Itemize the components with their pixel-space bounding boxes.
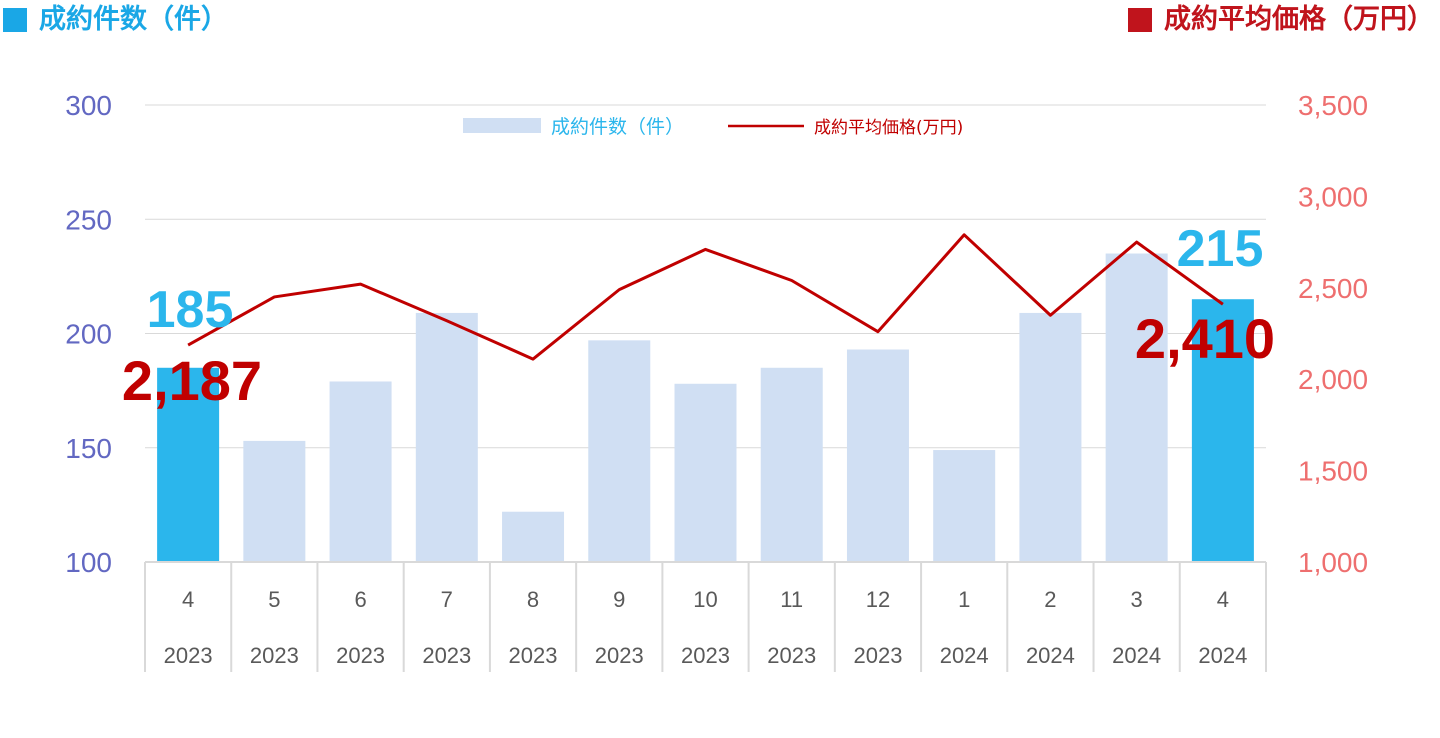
price-data-label: 2,187: [122, 349, 262, 412]
month-label: 11: [780, 587, 803, 612]
right-axis-tick-label: 1,000: [1298, 547, 1368, 578]
year-label: 2024: [1198, 643, 1247, 668]
right-axis-tick-label: 3,500: [1298, 90, 1368, 121]
legend: 成約件数（件） 成約平均価格(万円): [463, 116, 963, 138]
bar-count: [588, 340, 651, 562]
month-label: 5: [268, 587, 280, 612]
month-label: 1: [958, 587, 970, 612]
month-label: 4: [182, 587, 194, 612]
year-label: 2023: [336, 643, 385, 668]
bar-count: [157, 367, 220, 562]
bar-count: [415, 312, 478, 562]
bar-count: [502, 511, 565, 562]
year-label: 2023: [509, 643, 558, 668]
left-axis-tick-label: 200: [65, 319, 112, 350]
right-axis-tick-label: 3,000: [1298, 181, 1368, 212]
year-label: 2023: [681, 643, 730, 668]
bar-count: [933, 450, 996, 562]
price-line-group: [187, 233, 1224, 361]
month-label: 8: [527, 587, 539, 612]
year-label: 2023: [164, 643, 213, 668]
bar-count: [760, 367, 823, 562]
right-axis-tick-label: 1,500: [1298, 456, 1368, 487]
left-axis-tick-label: 250: [65, 204, 112, 235]
right-axis-header: 成約平均価格（万円）: [1128, 2, 1434, 38]
bar-count: [846, 349, 909, 562]
bar-count: [329, 381, 392, 562]
legend-price-label: 成約平均価格(万円): [814, 118, 963, 138]
year-label: 2024: [940, 643, 989, 668]
left-axis-tick-label: 300: [65, 90, 112, 121]
bar-count: [243, 440, 306, 562]
right-axis-tick-label: 2,000: [1298, 364, 1368, 395]
price-data-label: 2,410: [1135, 307, 1275, 370]
count-data-label: 185: [147, 281, 234, 339]
left-header-square-icon: [3, 8, 27, 32]
year-label: 2023: [595, 643, 644, 668]
legend-bar-swatch: [463, 118, 541, 133]
year-label: 2023: [422, 643, 471, 668]
right-axis-header-text: 成約平均価格（万円）: [1164, 4, 1434, 35]
data-labels: 185 215 2,187 2,410: [122, 220, 1275, 412]
month-label: 6: [354, 587, 366, 612]
year-label: 2023: [250, 643, 299, 668]
right-header-square-icon: [1128, 8, 1152, 32]
left-axis-header: 成約件数（件）: [3, 2, 228, 38]
year-label: 2024: [1112, 643, 1161, 668]
left-axis-header-text: 成約件数（件）: [39, 4, 228, 35]
month-label: 2: [1044, 587, 1056, 612]
axes: 100 150 200 250 300 1,000 1,500 2,000 2,500 3,000…: [65, 90, 1368, 672]
bar-count: [1105, 253, 1168, 562]
bars: [157, 253, 1254, 562]
month-label: 9: [613, 587, 625, 612]
legend-count-label: 成約件数（件）: [551, 116, 684, 138]
month-label: 10: [693, 587, 717, 612]
right-axis-tick-label: 2,500: [1298, 273, 1368, 304]
month-label: 7: [441, 587, 453, 612]
bar-count: [674, 383, 737, 562]
year-label: 2023: [767, 643, 816, 668]
month-label: 12: [866, 587, 890, 612]
year-label: 2023: [853, 643, 902, 668]
month-label: 3: [1131, 587, 1143, 612]
month-label: 4: [1217, 587, 1229, 612]
left-axis-tick-label: 100: [65, 547, 112, 578]
count-data-label: 215: [1177, 220, 1264, 278]
bar-count: [1019, 312, 1082, 562]
year-label: 2024: [1026, 643, 1075, 668]
bar-count: [1191, 299, 1254, 562]
left-axis-tick-label: 150: [65, 433, 112, 464]
